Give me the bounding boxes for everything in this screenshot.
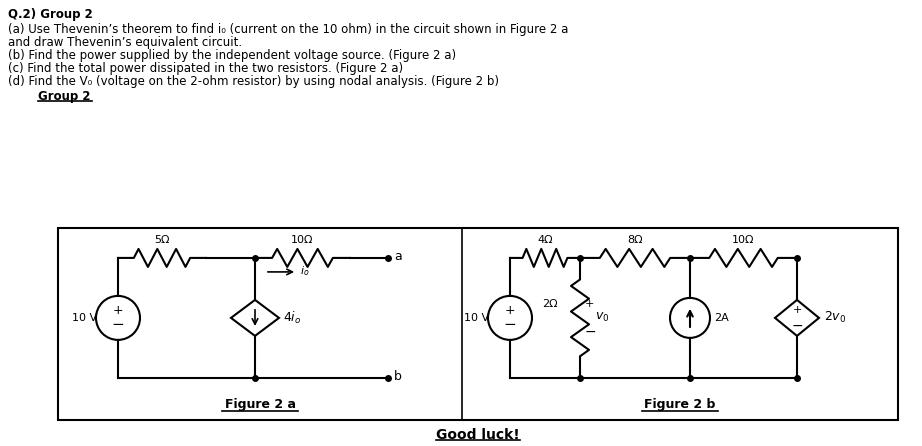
Text: +: + [504,305,515,318]
Text: a: a [394,250,402,264]
Text: $i_o$: $i_o$ [300,264,310,278]
Text: b: b [394,370,402,384]
Text: 8Ω: 8Ω [627,235,643,245]
Text: (b) Find the power supplied by the independent voltage source. (Figure 2 a): (b) Find the power supplied by the indep… [8,49,456,62]
Text: 10 V: 10 V [72,313,97,323]
Text: 10 V: 10 V [464,313,490,323]
Text: 5Ω: 5Ω [154,235,170,245]
Text: +: + [585,299,595,309]
Text: (a) Use Thevenin’s theorem to find i₀ (current on the 10 ohm) in the circuit sho: (a) Use Thevenin’s theorem to find i₀ (c… [8,23,568,36]
Text: −: − [112,318,124,332]
Text: −: − [791,319,803,333]
Bar [58,228,898,420]
Text: 10Ω: 10Ω [732,235,755,245]
Text: 4Ω: 4Ω [538,235,553,245]
Text: (c) Find the total power dissipated in the two resistors. (Figure 2 a): (c) Find the total power dissipated in t… [8,62,403,75]
Text: +: + [792,305,802,315]
Text: Q.2) Group 2: Q.2) Group 2 [8,8,93,21]
Text: 2A: 2A [714,313,728,323]
Text: and draw Thevenin’s equivalent circuit.: and draw Thevenin’s equivalent circuit. [8,36,242,49]
Text: (d) Find the V₀ (voltage on the 2-ohm resistor) by using nodal analysis. (Figure: (d) Find the V₀ (voltage on the 2-ohm re… [8,75,499,88]
Text: $2v_0$: $2v_0$ [824,310,846,326]
Text: 2Ω: 2Ω [542,299,558,309]
Text: 10Ω: 10Ω [291,235,313,245]
Text: $v_0$: $v_0$ [595,311,609,324]
Text: −: − [503,318,516,332]
Text: Good luck!: Good luck! [436,428,520,442]
Text: −: − [585,325,597,339]
Text: $4i_o$: $4i_o$ [283,310,301,326]
Text: +: + [112,305,124,318]
Text: Group 2: Group 2 [38,90,90,103]
Text: Figure 2 b: Figure 2 b [644,398,715,411]
Text: Figure 2 a: Figure 2 a [224,398,295,411]
